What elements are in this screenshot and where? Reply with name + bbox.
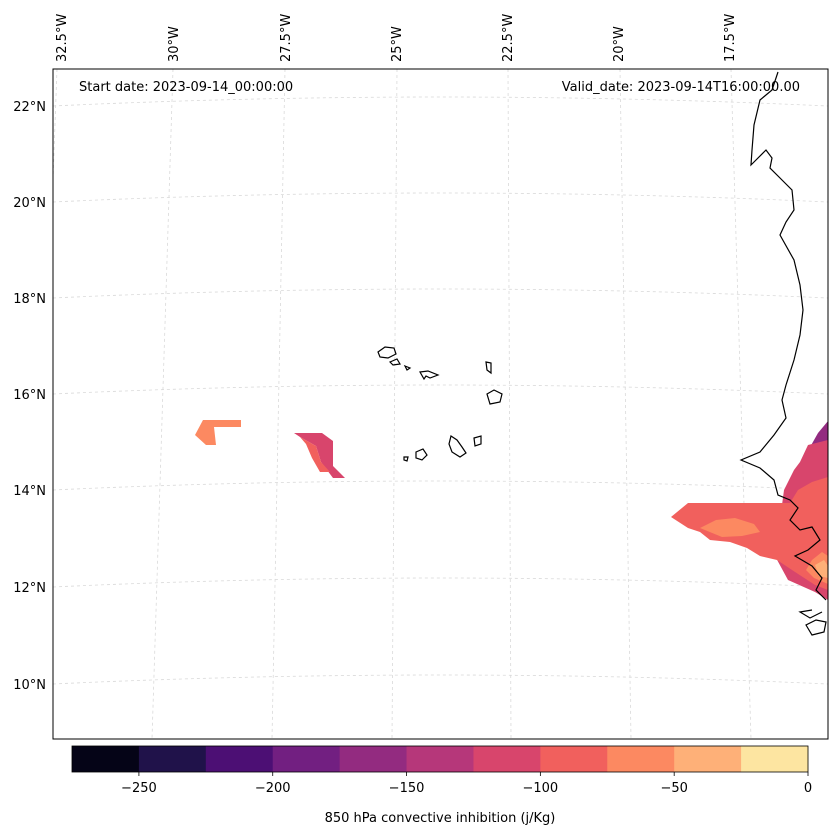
colorbar-swatch (406, 746, 474, 772)
cin-cell-west (195, 420, 241, 445)
island-sao-vicente (388, 358, 401, 366)
longitude-tick-label: 27.5°W (279, 14, 294, 62)
colorbar-tick-label: −200 (255, 781, 291, 796)
colorbar-outline (71, 745, 809, 773)
parallel-line (52, 480, 829, 491)
parallel-line (52, 674, 829, 685)
island-fogo (415, 448, 428, 461)
colorbar-swatch (674, 746, 742, 772)
latitude-tick-label: 18°N (13, 292, 46, 307)
latitude-tick-label: 12°N (13, 581, 46, 596)
cin-contour-fill (195, 420, 828, 600)
island-maio (473, 435, 482, 447)
colorbar-swatch (607, 746, 675, 772)
coastlines (377, 71, 827, 636)
colorbar-tick-label: 0 (804, 781, 812, 796)
meridian-line (391, 68, 398, 740)
parallel-line (52, 96, 829, 107)
colorbar-tick-label: −50 (660, 781, 687, 796)
longitude-tick-label: 22.5°W (501, 14, 516, 62)
africa-coastline (739, 71, 827, 636)
latitude-labels: 22°N 20°N 18°N 16°N 14°N 12°N 10°N (13, 100, 46, 693)
island-sal (485, 361, 492, 375)
colorbar-swatch (138, 746, 207, 772)
parallel-line (52, 192, 829, 203)
meridian-line (52, 68, 58, 181)
parallel-line (52, 577, 829, 588)
longitude-tick-label: 32.5°W (55, 14, 70, 62)
island-boa-vista (486, 389, 503, 405)
start-date-label: Start date: 2023-09-14_00:00:00 (79, 80, 293, 95)
latitude-tick-label: 14°N (13, 484, 46, 499)
longitude-tick-label: 30°W (167, 26, 182, 62)
island-santiago (448, 435, 467, 458)
colorbar-swatch (205, 746, 274, 772)
meridian-line (271, 68, 286, 740)
longitude-labels: 32.5°W 30°W 27.5°W 25°W 22.5°W 20°W 17.5°W (55, 14, 738, 62)
longitude-tick-label: 17.5°W (723, 14, 738, 62)
colorbar-swatch (741, 746, 809, 772)
latitude-tick-label: 10°N (13, 678, 46, 693)
island-santa-luzia (403, 364, 412, 371)
island-brava (403, 456, 409, 462)
colorbar-swatch (473, 746, 541, 772)
colorbar-tick-label: −150 (389, 781, 425, 796)
graticule (52, 68, 829, 740)
latitude-tick-label: 16°N (13, 388, 46, 403)
meridian-line (730, 68, 752, 740)
parallel-line (52, 288, 829, 299)
colorbar-swatch (272, 746, 341, 772)
parallel-line (52, 384, 829, 395)
colorbar-label: 850 hPa convective inhibition (j/Kg) (325, 811, 556, 826)
meridian-line (619, 68, 632, 740)
longitude-tick-label: 20°W (612, 26, 627, 62)
cin-field-core-1 (700, 518, 760, 537)
cin-cell-central (294, 433, 345, 478)
map-frame (52, 68, 829, 740)
colorbar: −250 −200 −150 −100 −50 0 (71, 745, 812, 796)
latitude-tick-label: 20°N (13, 196, 46, 211)
colorbar-tick-label: −250 (121, 781, 157, 796)
meridian-line (507, 68, 512, 740)
cin-cell-central-inner (300, 437, 330, 472)
island-santo-antao (377, 346, 397, 359)
colorbar-swatch (540, 746, 608, 772)
meridian-line (151, 68, 174, 740)
latitude-tick-label: 22°N (13, 100, 46, 115)
longitude-tick-label: 25°W (390, 26, 405, 62)
colorbar-swatch (72, 746, 140, 772)
colorbar-tick-label: −100 (523, 781, 559, 796)
colorbar-swatch (339, 746, 408, 772)
island-sao-nicolau (419, 370, 440, 381)
valid-date-label: Valid_date: 2023-09-14T16:00:00.00 (562, 80, 800, 95)
